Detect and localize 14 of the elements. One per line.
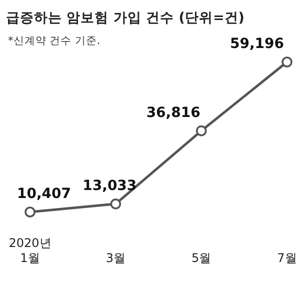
point [196, 125, 207, 136]
data-label: 13,033 [82, 178, 137, 194]
x-tick-label: 2020년 1월 [8, 236, 52, 265]
x-tick-label: 3월 [106, 251, 126, 265]
data-label: 10,407 [16, 186, 72, 202]
chart-subtitle: *신계약 건수 기준. [8, 35, 100, 47]
point [110, 198, 122, 210]
x-tick-label: 7월 [277, 251, 297, 265]
point [24, 206, 36, 218]
data-label: 36,816 [146, 104, 200, 121]
x-tick-label: 5월 [192, 251, 212, 265]
point [282, 56, 292, 68]
data-label: 59,196 [230, 36, 284, 52]
chart-title: 급증하는 암보험 가입 건수 (단위=건) [6, 10, 244, 26]
